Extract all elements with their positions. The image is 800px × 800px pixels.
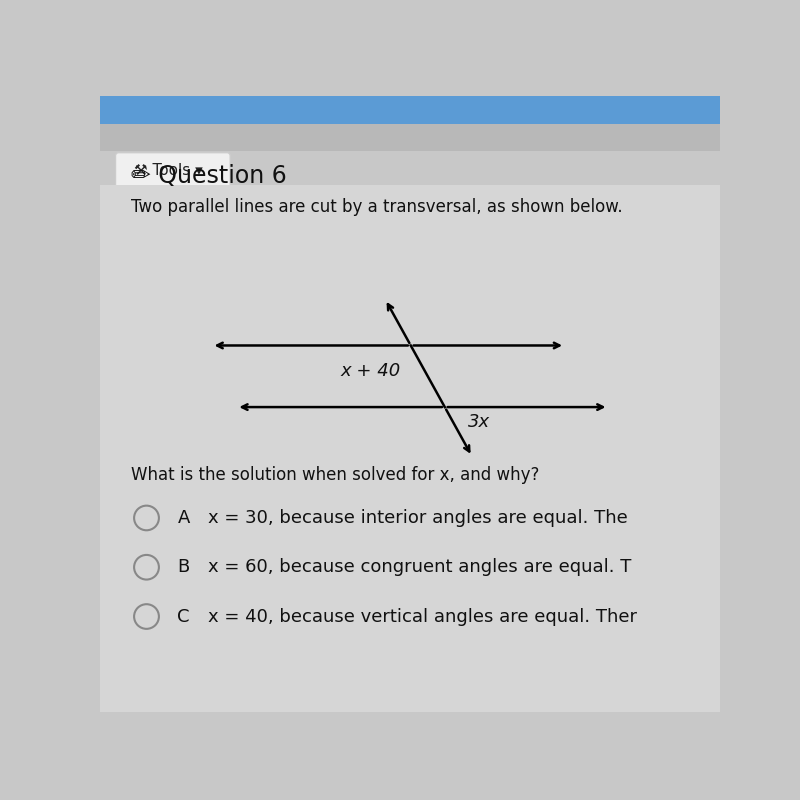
- Text: A: A: [178, 509, 190, 527]
- Text: C: C: [178, 607, 190, 626]
- FancyBboxPatch shape: [115, 153, 230, 188]
- Circle shape: [134, 506, 159, 530]
- Text: x = 40, because vertical angles are equal. Ther: x = 40, because vertical angles are equa…: [209, 607, 638, 626]
- Bar: [100, 124, 720, 151]
- Text: Two parallel lines are cut by a transversal, as shown below.: Two parallel lines are cut by a transver…: [131, 198, 622, 216]
- Circle shape: [134, 555, 159, 579]
- Bar: [100, 96, 720, 124]
- Text: ✏ Question 6: ✏ Question 6: [131, 164, 286, 188]
- Text: ⚒ Tools ▾: ⚒ Tools ▾: [134, 163, 203, 178]
- Text: x = 60, because congruent angles are equal. T: x = 60, because congruent angles are equ…: [209, 558, 632, 576]
- Circle shape: [134, 604, 159, 629]
- Text: x = 30, because interior angles are equal. The: x = 30, because interior angles are equa…: [209, 509, 628, 527]
- Text: x + 40: x + 40: [340, 362, 401, 380]
- Text: 3x: 3x: [468, 414, 490, 431]
- Text: What is the solution when solved for x, and why?: What is the solution when solved for x, …: [131, 466, 539, 484]
- Text: B: B: [178, 558, 190, 576]
- Bar: [100, 186, 720, 712]
- Bar: [100, 186, 720, 712]
